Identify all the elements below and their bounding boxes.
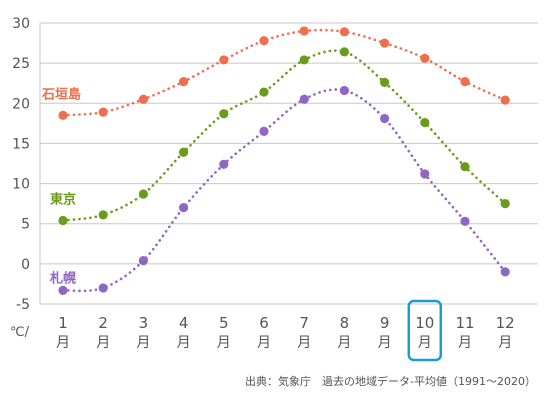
x-tick-unit: 月: [418, 335, 432, 351]
data-point: [500, 95, 510, 105]
series-line: [61, 28, 507, 117]
data-point: [138, 94, 148, 104]
x-tick-label: 11: [455, 314, 474, 332]
x-tick-label: 6: [259, 314, 269, 332]
data-point: [420, 169, 430, 179]
data-point: [58, 215, 68, 226]
x-tick-unit: 月: [96, 335, 110, 351]
data-point: [179, 147, 189, 157]
x-tick-unit: 月: [297, 335, 311, 351]
y-tick-label: 10: [12, 177, 30, 193]
x-tick-unit: 月: [217, 335, 231, 351]
y-tick-label: 30: [12, 16, 30, 32]
x-tick-unit: 月: [378, 335, 392, 351]
y-tick-label: 15: [12, 136, 30, 152]
x-tick-label: 5: [219, 314, 229, 332]
y-tick-label: 20: [12, 96, 30, 112]
y-tick-label: -5: [16, 297, 30, 313]
x-axis-tick-labels: 1 月 2 月 3 月 4 月 5 月 6 月 7 月 8 月 9 月 10 月 11 月 12 月: [56, 299, 515, 362]
series-label: 石垣島: [41, 86, 81, 102]
series-0: 石垣島: [41, 26, 510, 120]
data-point: [219, 159, 229, 169]
source-note: 出典：気象庁 過去の地域データ-平均値（1991〜2020）: [245, 375, 536, 388]
data-point: [219, 55, 229, 65]
data-point: [500, 199, 510, 209]
data-point: [420, 117, 430, 128]
data-point: [380, 38, 390, 48]
data-point: [179, 203, 189, 213]
data-point: [98, 210, 108, 220]
x-tick-label: 7: [299, 314, 309, 332]
x-tick-unit: 月: [337, 335, 351, 351]
x-tick-label: 3: [139, 314, 149, 332]
x-tick-unit: 月: [498, 335, 512, 351]
highlight-box: [407, 299, 443, 362]
data-point: [460, 77, 470, 87]
data-point: [259, 87, 269, 97]
data-point: [299, 26, 309, 36]
series-2: 札幌: [49, 85, 510, 295]
y-tick-label: 25: [12, 56, 30, 72]
y-tick-label: 0: [21, 257, 30, 273]
data-point: [98, 107, 108, 117]
data-point: [299, 55, 309, 65]
data-point: [339, 27, 349, 37]
grid-lines: [39, 22, 538, 305]
x-tick-label: 12: [496, 314, 515, 332]
data-point: [339, 85, 349, 96]
y-tick-label: 5: [21, 217, 30, 233]
data-point: [460, 216, 470, 226]
x-tick-label: 1: [58, 314, 68, 332]
data-point: [380, 77, 390, 88]
data-point: [500, 267, 510, 277]
data-point: [460, 162, 470, 172]
series-line: [61, 49, 507, 222]
data-point: [339, 47, 349, 57]
data-point: [98, 283, 108, 293]
data-point: [259, 126, 269, 136]
x-tick-label: 4: [179, 314, 189, 332]
data-point: [380, 113, 390, 124]
series-label: 東京: [50, 192, 76, 208]
x-tick-unit: 月: [458, 335, 472, 351]
x-tick-label: 2: [98, 314, 108, 332]
data-point: [299, 94, 309, 104]
series-1: 東京: [50, 47, 510, 226]
x-tick-unit: 月: [257, 335, 271, 351]
x-tick-label: 8: [340, 314, 350, 332]
data-point: [259, 36, 269, 46]
x-tick-label: 9: [380, 314, 390, 332]
data-point: [179, 77, 189, 87]
y-axis-unit-label: ℃/: [10, 325, 30, 340]
data-point: [138, 189, 148, 199]
x-tick-unit: 月: [136, 335, 150, 351]
series-label: 札幌: [49, 270, 76, 286]
data-point: [138, 256, 148, 266]
data-point: [58, 285, 68, 295]
data-point: [58, 110, 68, 120]
data-point: [420, 53, 430, 63]
x-tick-label: 10: [415, 314, 434, 332]
x-tick-unit: 月: [56, 335, 70, 351]
data-point: [219, 109, 229, 119]
y-axis-tick-labels: -5 0 5 10 15 20 25 30: [12, 16, 30, 313]
x-tick-unit: 月: [177, 335, 191, 351]
series-line: [61, 88, 507, 293]
